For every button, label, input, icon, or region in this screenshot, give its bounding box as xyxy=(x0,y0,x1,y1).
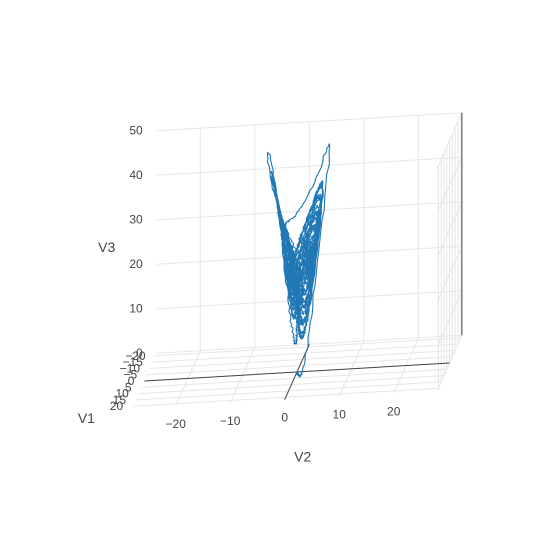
tick-label-v1: −10 xyxy=(120,361,141,375)
tick-label-v3: 0 xyxy=(136,346,143,360)
axis-title-v3: V3 xyxy=(98,239,115,255)
tick-label-v3: 20 xyxy=(129,257,143,271)
gridline-backwall-v3 xyxy=(436,246,463,303)
tick-label-v3: 30 xyxy=(129,213,143,227)
tick-label-v1: 10 xyxy=(115,387,129,401)
tick-label-v3: 50 xyxy=(129,124,143,138)
gridline-sidewall-v3 xyxy=(156,112,462,132)
tick-label-v3: 10 xyxy=(129,302,143,316)
gridline-backwall-v3 xyxy=(436,290,463,347)
gridline-backwall-v3 xyxy=(436,112,463,169)
tick-label-v2: 20 xyxy=(387,404,401,418)
tick-label-v1: −20 xyxy=(125,349,146,363)
tick-label-v1: 0 xyxy=(128,374,135,388)
tick-label-v1: −15 xyxy=(122,355,143,369)
gridline-sidewall-v3 xyxy=(156,334,462,354)
tick-label-v3: 40 xyxy=(129,168,143,182)
axis-title-v2: V2 xyxy=(294,449,311,465)
tick-label-v1: 20 xyxy=(110,399,124,413)
gridline-backwall-v3 xyxy=(436,157,463,214)
tick-label-v1: 5 xyxy=(125,380,132,394)
tick-label-v2: −20 xyxy=(166,417,187,431)
trajectory-line-0[interactable] xyxy=(266,143,331,378)
tick-label-v2: 0 xyxy=(281,411,288,425)
tick-label-v1: −5 xyxy=(124,368,138,382)
gridline-sidewall-v3 xyxy=(156,156,462,176)
tick-label-v1: 15 xyxy=(113,393,127,407)
tick-label-v2: 10 xyxy=(333,408,347,422)
axis-title-v1: V1 xyxy=(78,410,95,426)
tick-label-v2: −10 xyxy=(220,414,241,428)
trace-layer[interactable] xyxy=(266,143,331,378)
gridline-backwall-v3 xyxy=(436,201,463,258)
